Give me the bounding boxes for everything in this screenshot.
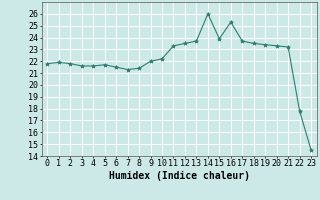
X-axis label: Humidex (Indice chaleur): Humidex (Indice chaleur): [109, 171, 250, 181]
